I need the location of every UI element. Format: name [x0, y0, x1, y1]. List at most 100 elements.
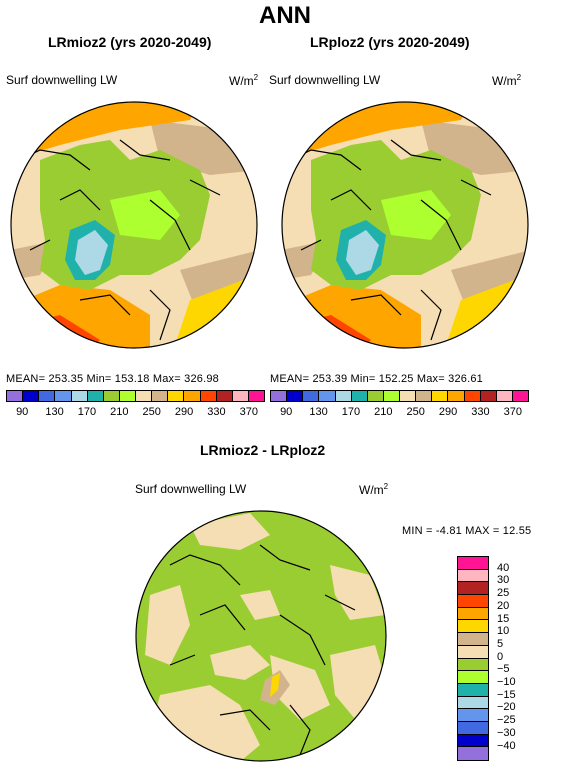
panel-2-colorbar-swatch-14	[496, 391, 513, 401]
panel-3-colorbar-tick-label: 40	[497, 561, 510, 574]
panel-2-colorbar-swatch-13	[480, 391, 497, 401]
panel-3-colorbar-tick-label: 25	[497, 587, 510, 600]
panel-1-colorbar-swatch-3	[55, 391, 72, 401]
panel-3-colorbar-swatch-0	[458, 557, 488, 570]
panel-1-colorbar-swatch-6	[103, 391, 120, 401]
panel-3-title: LRmioz2 - LRploz2	[200, 442, 326, 458]
panel-1-colorbar-swatch-4	[71, 391, 88, 401]
panel-3-colorbar-tick-label: −40	[497, 739, 516, 752]
panel-2-colorbar-swatch-11	[448, 391, 465, 401]
panel-1-colorbar-tick-label: 290	[174, 406, 194, 418]
panel-3-stats: MIN = -4.81 MAX = 12.55	[402, 525, 532, 537]
panel-1-map	[11, 102, 257, 348]
panel-2-map	[282, 102, 528, 348]
panel-2-colorbar-tick-label: 210	[374, 406, 393, 418]
panel-1-colorbar-tick-label: 130	[45, 406, 64, 418]
panel-3-colorbar-swatch-7	[458, 645, 488, 659]
panel-2-colorbar-tick-label: 250	[406, 406, 425, 418]
panel-3-colorbar-tick-label: −15	[497, 688, 516, 701]
panel-3-colorbar-swatch-4	[458, 607, 488, 621]
panel-2-units: W/m2	[492, 73, 522, 88]
panel-1-colorbar-swatch-8	[136, 391, 153, 401]
panel-2-colorbar-tick-label: 130	[309, 406, 328, 418]
panel-1-colorbar-tick-label: 90	[16, 406, 29, 418]
panel-3-units: W/m2	[359, 482, 389, 497]
panel-1-colorbar-swatch-14	[232, 391, 249, 401]
panel-2-stats: MEAN= 253.39 Min= 152.25 Max= 326.61	[270, 373, 483, 385]
panel-1-colorbar-swatch-11	[184, 391, 201, 401]
panel-3-colorbar-swatch-9	[458, 671, 488, 684]
panel-3-colorbar-tick-label: −10	[497, 676, 516, 688]
panel-3-colorbar-swatch-10	[458, 683, 488, 697]
panel-3-map-svg	[135, 510, 387, 762]
panel-1-colorbar-ticks: 90 130 170 210 250 290 330 370	[6, 406, 265, 420]
panel-1-units: W/m2	[229, 73, 259, 88]
panel-2-colorbar-ticks: 90 130 170 210 250 290 330 370	[270, 406, 529, 420]
panel-2-colorbar-swatch-5	[351, 391, 368, 401]
panel-1-colorbar-tick-label: 210	[110, 406, 129, 418]
panel-3-colorbar	[457, 556, 489, 761]
panel-3-colorbar-tick-label: −5	[497, 663, 510, 676]
panel-2-title: LRploz2 (yrs 2020-2049)	[310, 34, 470, 50]
panel-3-colorbar-swatch-11	[458, 696, 488, 710]
panel-3-colorbar-tick-label: 30	[497, 574, 510, 587]
panel-3-colorbar-tick-label: 15	[497, 612, 510, 625]
panel-2-colorbar-swatch-2	[303, 391, 320, 401]
panel-2-colorbar-swatch-10	[432, 391, 449, 401]
panel-1-colorbar-tick-label: 250	[142, 406, 161, 418]
panel-3-colorbar-swatch-13	[458, 721, 488, 735]
panel-3-colorbar-swatch-5	[458, 620, 488, 634]
panel-1-stats: MEAN= 253.35 Min= 153.18 Max= 326.98	[6, 373, 219, 385]
panel-3-colorbar-tick-label: 10	[497, 625, 510, 638]
polar-maps-top	[10, 101, 529, 349]
panel-1-colorbar-swatch-12	[200, 391, 217, 401]
panel-1-variable-label: Surf downwelling LW	[6, 73, 118, 87]
panel-1-colorbar-swatch-13	[216, 391, 233, 401]
panel-3-colorbar-swatch-3	[458, 595, 488, 608]
panel-3-colorbar-swatch-6	[458, 633, 488, 646]
panel-2-colorbar-swatch-3	[319, 391, 336, 401]
panel-3-variable-label: Surf downwelling LW	[135, 482, 247, 496]
panel-3-colorbar-tick-label: 20	[497, 599, 510, 612]
panel-3-colorbar-tick-label: −30	[497, 726, 516, 739]
panel-2-colorbar-swatch-6	[367, 391, 384, 401]
panel-2-variable-label: Surf downwelling LW	[269, 73, 381, 87]
panel-1-colorbar	[6, 390, 265, 402]
panel-1-colorbar-swatch-0	[7, 391, 24, 401]
panel-2-colorbar-swatch-4	[335, 391, 352, 401]
panel-3-map	[136, 511, 386, 761]
panel-1-colorbar-tick-label: 370	[239, 406, 258, 418]
panel-1-colorbar-tick-label: 330	[207, 406, 226, 418]
panel-1-colorbar-swatch-2	[39, 391, 56, 401]
panel-1-colorbar-swatch-9	[152, 391, 169, 401]
panel-3-colorbar-swatch-14	[458, 734, 488, 748]
panel-3-colorbar-tick-label: −25	[497, 714, 516, 727]
panel-2-colorbar	[270, 390, 529, 402]
panel-1-colorbar-swatch-10	[168, 391, 185, 401]
panel-1-colorbar-swatch-1	[23, 391, 40, 401]
panel-2-colorbar-swatch-7	[383, 391, 400, 401]
panel-2-colorbar-tick-label: 290	[438, 406, 458, 418]
panel-3-colorbar-swatch-8	[458, 658, 488, 672]
figure-title: ANN	[259, 2, 311, 29]
panel-2-colorbar-swatch-9	[416, 391, 433, 401]
panel-2-colorbar-swatch-15	[512, 391, 528, 401]
panel-2-colorbar-tick-label: 170	[341, 406, 361, 418]
panel-2-colorbar-swatch-1	[287, 391, 304, 401]
panel-3-colorbar-swatch-15	[458, 747, 488, 760]
panel-2-colorbar-swatch-8	[400, 391, 417, 401]
panel-3-colorbar-swatch-1	[458, 569, 488, 583]
panel-1-title: LRmioz2 (yrs 2020-2049)	[48, 34, 212, 50]
panel-1-colorbar-swatch-15	[248, 391, 264, 401]
panel-2-colorbar-swatch-0	[271, 391, 288, 401]
panel-1-colorbar-swatch-7	[119, 391, 136, 401]
panel-2-colorbar-swatch-12	[464, 391, 481, 401]
panel-2-colorbar-tick-label: 370	[503, 406, 522, 418]
panel-1-colorbar-swatch-5	[87, 391, 104, 401]
panel-2-colorbar-tick-label: 90	[280, 406, 293, 418]
panel-3-colorbar-tick-label: 5	[497, 637, 504, 650]
panel-1-colorbar-tick-label: 170	[77, 406, 97, 418]
panel-3-colorbar-swatch-2	[458, 582, 488, 596]
panel-3-colorbar-tick-label: −20	[497, 701, 516, 714]
panel-3-colorbar-tick-label: 0	[497, 650, 504, 663]
